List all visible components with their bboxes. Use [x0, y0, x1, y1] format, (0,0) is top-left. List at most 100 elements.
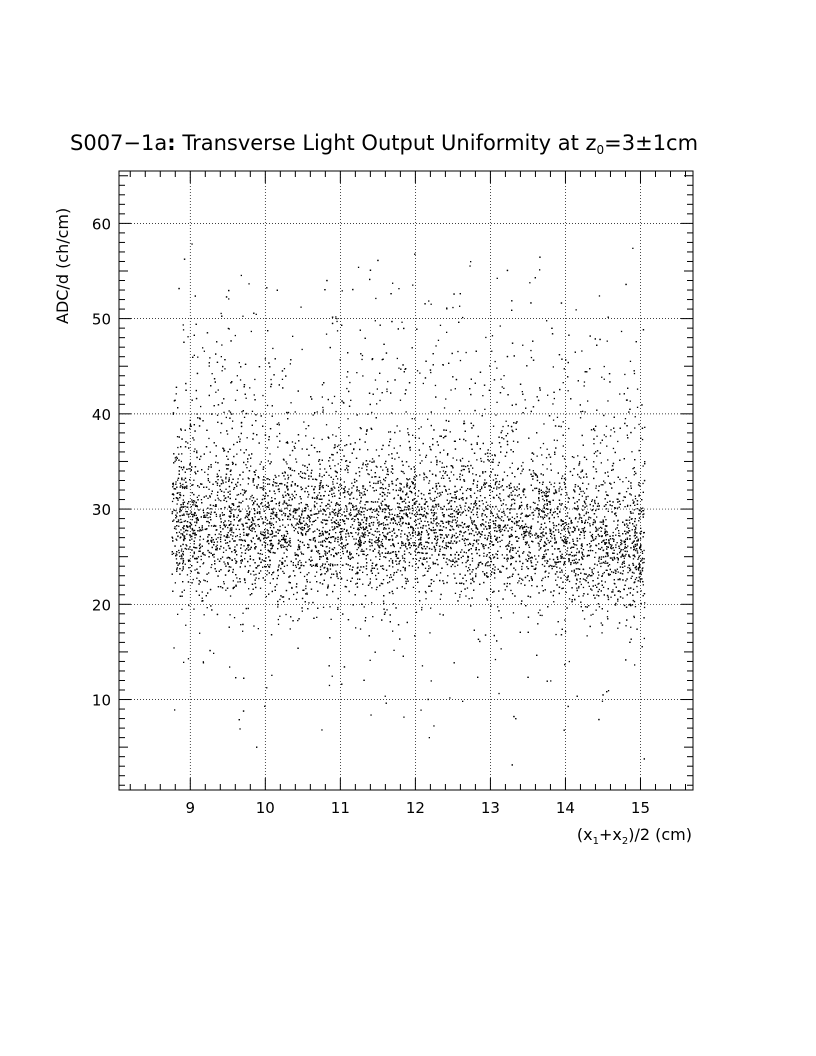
data-point: [445, 398, 447, 400]
data-point: [582, 549, 585, 551]
data-point: [584, 606, 587, 608]
data-point: [614, 569, 616, 571]
data-point: [545, 495, 547, 497]
data-point: [398, 367, 400, 369]
data-point: [541, 614, 543, 617]
data-point: [454, 592, 457, 594]
data-point: [439, 613, 441, 615]
data-point: [423, 477, 425, 479]
data-point: [593, 567, 595, 570]
data-point: [191, 243, 193, 245]
data-point: [560, 520, 562, 522]
data-point: [580, 477, 582, 479]
data-point: [522, 579, 524, 581]
data-point: [599, 562, 601, 565]
data-point: [611, 591, 613, 593]
data-point: [182, 329, 185, 331]
data-point: [465, 440, 467, 442]
data-point: [460, 590, 462, 593]
data-point: [324, 490, 326, 493]
data-point: [449, 516, 452, 518]
data-point: [610, 546, 612, 548]
data-point: [566, 523, 568, 526]
data-point: [183, 501, 186, 503]
data-point: [514, 569, 517, 571]
data-point: [282, 546, 285, 548]
data-point: [300, 531, 302, 534]
data-point: [454, 565, 456, 568]
data-point: [277, 566, 280, 568]
data-point: [220, 534, 222, 536]
data-point: [567, 512, 569, 514]
data-point: [301, 488, 304, 490]
data-point: [455, 560, 457, 562]
data-point: [550, 535, 552, 537]
data-point: [386, 469, 389, 471]
data-point: [357, 534, 359, 536]
data-point: [271, 522, 273, 524]
data-point: [595, 530, 597, 532]
data-point: [636, 406, 639, 408]
data-point: [492, 468, 494, 470]
data-point: [465, 526, 467, 528]
data-point: [452, 560, 454, 562]
data-point: [606, 501, 609, 503]
data-point: [375, 574, 377, 577]
data-point: [229, 558, 231, 560]
data-point: [182, 499, 184, 501]
data-point: [483, 547, 485, 550]
data-point: [187, 514, 189, 516]
data-point: [177, 499, 179, 501]
data-point: [642, 562, 644, 564]
data-point: [181, 453, 183, 455]
data-point: [425, 592, 427, 594]
data-point: [424, 567, 427, 569]
data-point: [490, 510, 492, 513]
data-point: [468, 567, 470, 569]
data-point: [275, 521, 277, 523]
data-point: [640, 530, 643, 532]
data-point: [392, 544, 394, 546]
data-point: [531, 475, 533, 477]
data-point: [331, 675, 333, 677]
data-point: [249, 558, 252, 560]
data-point: [429, 448, 432, 450]
data-point: [324, 540, 327, 543]
data-point: [372, 524, 374, 526]
data-point: [532, 470, 534, 472]
data-point: [290, 484, 293, 486]
data-point: [353, 520, 355, 522]
data-point: [307, 505, 309, 508]
data-point: [286, 549, 288, 551]
data-point: [563, 458, 566, 460]
data-point: [558, 561, 560, 563]
data-point: [422, 575, 424, 577]
data-point: [221, 479, 223, 481]
data-point: [323, 539, 325, 542]
data-point: [249, 525, 251, 527]
data-point: [620, 544, 622, 546]
data-point: [321, 486, 323, 488]
data-point: [309, 581, 311, 583]
data-point: [223, 411, 225, 413]
data-point: [603, 480, 605, 482]
data-point: [467, 529, 470, 531]
data-point: [379, 558, 381, 560]
data-point: [276, 516, 278, 518]
data-point: [340, 533, 342, 535]
data-point: [561, 587, 563, 590]
data-point: [559, 567, 561, 569]
data-point: [494, 535, 496, 537]
data-point: [305, 587, 307, 590]
data-point: [483, 461, 485, 463]
data-point: [249, 565, 251, 567]
data-point: [179, 482, 181, 484]
data-point: [304, 473, 307, 475]
data-point: [409, 478, 411, 480]
data-point: [411, 505, 414, 507]
data-point: [492, 425, 495, 427]
data-point: [273, 535, 275, 537]
data-point: [190, 469, 192, 472]
data-point: [596, 564, 598, 566]
data-point: [347, 543, 349, 545]
